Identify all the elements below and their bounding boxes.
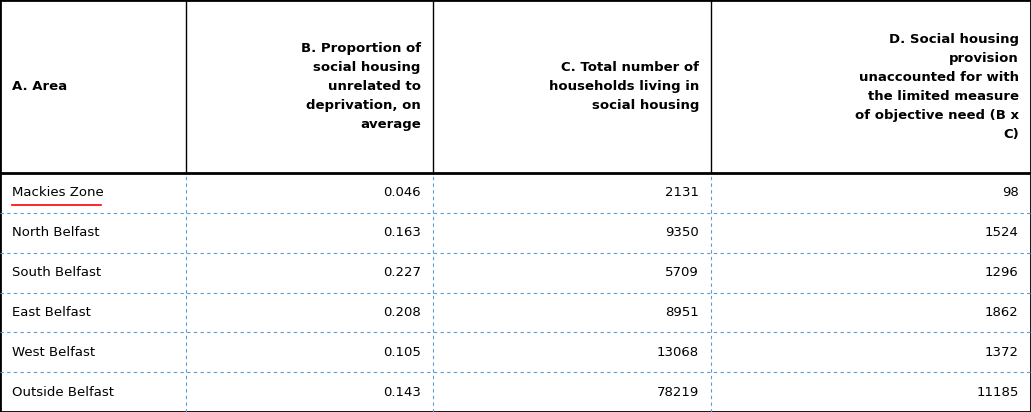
Text: South Belfast: South Belfast (12, 266, 101, 279)
Text: A. Area: A. Area (12, 80, 67, 93)
Text: 1372: 1372 (985, 346, 1019, 359)
Text: 0.227: 0.227 (383, 266, 421, 279)
Text: C. Total number of
households living in
social housing: C. Total number of households living in … (548, 61, 699, 112)
Text: North Belfast: North Belfast (12, 226, 100, 239)
Text: 9350: 9350 (665, 226, 699, 239)
Text: 0.046: 0.046 (384, 187, 421, 199)
Text: 13068: 13068 (657, 346, 699, 359)
Text: 0.143: 0.143 (383, 386, 421, 398)
Text: B. Proportion of
social housing
unrelated to
deprivation, on
average: B. Proportion of social housing unrelate… (300, 42, 421, 131)
Text: 11185: 11185 (976, 386, 1019, 398)
Text: Outside Belfast: Outside Belfast (12, 386, 114, 398)
Text: 1296: 1296 (985, 266, 1019, 279)
Text: 78219: 78219 (657, 386, 699, 398)
Text: West Belfast: West Belfast (12, 346, 96, 359)
Text: East Belfast: East Belfast (12, 306, 92, 319)
Text: 1524: 1524 (985, 226, 1019, 239)
Text: 2131: 2131 (665, 187, 699, 199)
Text: Mackies Zone: Mackies Zone (12, 187, 104, 199)
Text: 1862: 1862 (985, 306, 1019, 319)
Text: 0.105: 0.105 (383, 346, 421, 359)
Text: 5709: 5709 (665, 266, 699, 279)
Text: 8951: 8951 (665, 306, 699, 319)
Text: 0.163: 0.163 (383, 226, 421, 239)
Text: 98: 98 (1002, 187, 1019, 199)
Text: D. Social housing
provision
unaccounted for with
the limited measure
of objectiv: D. Social housing provision unaccounted … (855, 33, 1019, 140)
Text: 0.208: 0.208 (383, 306, 421, 319)
